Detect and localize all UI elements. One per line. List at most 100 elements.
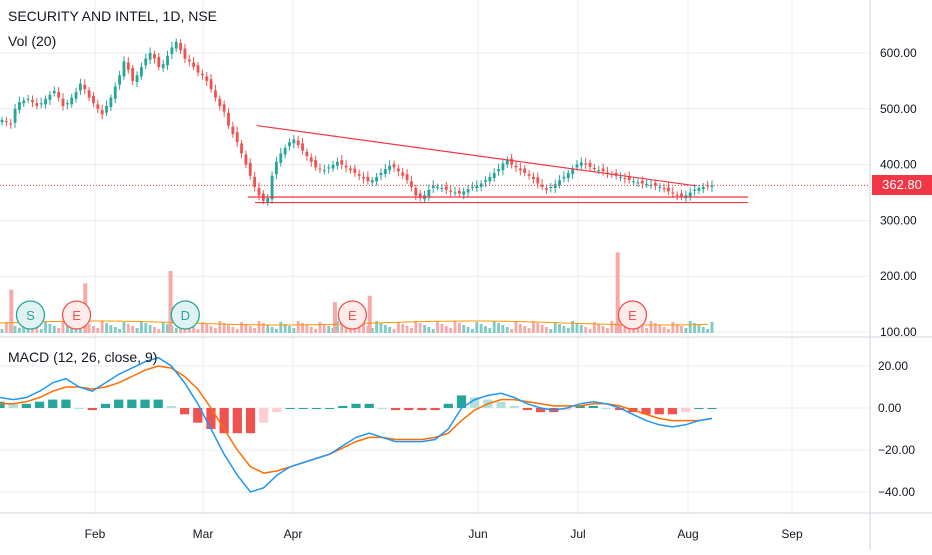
candle-body — [623, 177, 627, 179]
volume-bar-58 — [253, 328, 257, 333]
candle-body — [157, 56, 161, 67]
candle-130 — [566, 169, 570, 183]
candle-32 — [139, 62, 143, 80]
candle-135 — [588, 159, 592, 172]
volume-bar-53 — [231, 327, 235, 333]
candle-body — [592, 167, 596, 170]
volume-bar-14 — [61, 321, 65, 333]
candle-body — [436, 186, 439, 188]
volume-bar-138 — [601, 326, 605, 333]
time-tick-label-2: Apr — [284, 527, 303, 541]
candle-76 — [331, 160, 335, 172]
candle-8 — [35, 98, 39, 110]
candle-body — [658, 186, 662, 188]
candle-149 — [649, 179, 653, 190]
candle-3 — [13, 103, 17, 128]
candle-116 — [505, 156, 509, 168]
candle-156 — [680, 189, 683, 201]
candle-83 — [362, 171, 365, 184]
candle-body — [492, 172, 496, 178]
volume-bar-91 — [396, 322, 400, 333]
candle-body — [340, 160, 344, 165]
candle-body — [100, 109, 104, 115]
macd-hist-bar-28 — [364, 403, 374, 408]
candle-134 — [584, 157, 588, 170]
volume-bar-44 — [192, 327, 196, 333]
candle-body — [475, 185, 479, 189]
candle-119 — [518, 162, 522, 176]
volume-bar-124 — [540, 325, 544, 333]
candle-body — [135, 75, 139, 83]
candle-64 — [279, 147, 283, 167]
volume-bar-162 — [706, 329, 710, 333]
volume-bar-116 — [505, 327, 509, 333]
candle-37 — [161, 59, 165, 72]
volume-bar-129 — [562, 326, 566, 333]
candle-body — [96, 104, 100, 109]
candle-112 — [488, 172, 492, 185]
candle-24 — [105, 100, 108, 117]
candle-12 — [52, 86, 56, 97]
macd-hist-bar-5 — [61, 399, 71, 408]
price-tick-label-1: 500.00 — [880, 102, 917, 116]
candle-158 — [688, 187, 692, 201]
volume-bar-34 — [148, 325, 152, 333]
candle-body — [375, 176, 379, 182]
candle-47 — [205, 71, 209, 86]
volume-bar-149 — [649, 321, 653, 333]
volume-bar-97 — [423, 325, 426, 333]
candle-44 — [192, 56, 196, 71]
candle-121 — [527, 170, 531, 180]
volume-bar-26 — [113, 327, 117, 333]
volume-bar-110 — [479, 324, 483, 333]
candle-81 — [353, 164, 357, 177]
volume-bar-100 — [436, 322, 439, 333]
volume-bar-49 — [214, 328, 217, 333]
volume-bar-3 — [13, 326, 17, 333]
candle-body — [549, 186, 553, 189]
macd-line — [0, 356, 713, 493]
volume-bar-25 — [109, 325, 113, 333]
event-marker-4: E — [617, 300, 648, 330]
macd-hist-bar-33 — [430, 408, 440, 411]
volume-bar-85 — [370, 328, 374, 333]
candle-52 — [227, 108, 230, 129]
macd-hist-bar-51 — [667, 408, 678, 415]
price-tick-label-0: 600.00 — [880, 46, 917, 60]
volume-bar-18 — [78, 329, 82, 333]
volume-spike-3 — [332, 302, 337, 333]
candle-body — [244, 154, 248, 165]
candle-body — [453, 192, 457, 194]
volume-bar-133 — [579, 325, 583, 333]
macd-hist-bar-17 — [219, 408, 229, 434]
volume-bar-163 — [710, 322, 714, 333]
volume-bar-105 — [457, 323, 461, 333]
candle-30 — [131, 64, 135, 86]
volume-bar-46 — [200, 322, 204, 333]
candle-body — [414, 188, 418, 196]
candle-body — [205, 76, 209, 81]
candle-body — [383, 169, 387, 175]
macd-tick-label-2: −20.00 — [878, 443, 915, 457]
candle-54 — [235, 126, 239, 147]
candle-2 — [9, 118, 13, 129]
candle-15 — [65, 99, 69, 110]
candle-75 — [327, 164, 331, 174]
volume-bar-160 — [697, 325, 701, 333]
candle-19 — [83, 79, 87, 95]
candle-144 — [627, 171, 631, 184]
candle-4 — [18, 96, 21, 114]
candle-body — [619, 176, 622, 178]
volume-bar-121 — [527, 328, 531, 333]
candle-body — [388, 165, 392, 171]
candle-28 — [122, 56, 126, 80]
volume-bar-127 — [553, 322, 557, 333]
volume-bar-9 — [39, 329, 43, 333]
candle-body — [192, 62, 196, 67]
macd-hist-bar-3 — [34, 401, 45, 408]
macd-hist-bar-43 — [562, 408, 572, 411]
candle-115 — [501, 160, 505, 176]
candle-body — [667, 187, 670, 192]
